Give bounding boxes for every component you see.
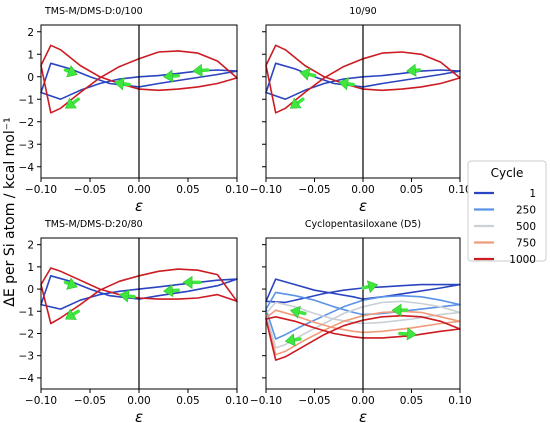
direction-arrow bbox=[113, 77, 131, 91]
y-tick-label: −3 bbox=[19, 351, 34, 363]
legend-entry: 1000 bbox=[474, 254, 536, 266]
legend-label: 500 bbox=[516, 221, 536, 233]
legend-label: 1000 bbox=[509, 254, 536, 266]
panel-title-prefix: TMS-M/DMS-D: bbox=[44, 219, 115, 230]
panel-title-prefix: TMS-M/DMS-D: bbox=[44, 6, 115, 17]
legend-title: Cycle bbox=[491, 166, 524, 180]
direction-arrow bbox=[299, 67, 317, 81]
x-tick-label: 0.00 bbox=[351, 184, 374, 196]
x-tick-label: −0.05 bbox=[298, 395, 330, 407]
y-tick-label: −2 bbox=[19, 328, 34, 340]
chart-panel-4: −0.10 −0.05 0.00 0.05 0.10 ε Cyclopentasiloxan… bbox=[250, 219, 472, 423]
x-tick-label: 0.00 bbox=[351, 395, 374, 407]
direction-arrow bbox=[162, 284, 180, 298]
direction-arrow bbox=[162, 69, 180, 83]
x-axis-label: ε bbox=[359, 408, 367, 423]
y-tick-label: 1 bbox=[27, 49, 34, 61]
x-tick-label: −0.10 bbox=[25, 395, 57, 407]
x-tick-label: 0.10 bbox=[448, 184, 471, 196]
x-tick-label: 0.10 bbox=[225, 184, 248, 196]
x-tick-label: 0.05 bbox=[176, 395, 199, 407]
legend-label: 1 bbox=[529, 188, 536, 200]
panel-title: Cyclopentasiloxane (D5) bbox=[305, 219, 421, 230]
series-750-loop bbox=[265, 309, 461, 356]
direction-arrow bbox=[63, 277, 78, 290]
direction-arrow bbox=[65, 97, 80, 109]
direction-arrow bbox=[65, 308, 80, 320]
y-tick-label: −1 bbox=[19, 94, 34, 106]
direction-arrow bbox=[391, 303, 409, 317]
direction-arrow bbox=[361, 280, 379, 294]
series-1000-loop bbox=[265, 314, 461, 361]
x-tick-label: 0.00 bbox=[127, 184, 150, 196]
x-tick-label: 0.00 bbox=[127, 395, 150, 407]
x-tick-label: 0.05 bbox=[176, 184, 199, 196]
x-axis-label: ε bbox=[135, 197, 143, 215]
direction-arrow bbox=[289, 97, 305, 109]
legend-entry: 1 bbox=[474, 188, 536, 200]
series-250-loop bbox=[265, 291, 461, 340]
y-tick-label: 2 bbox=[27, 240, 34, 252]
y-tick-label: 0 bbox=[27, 284, 34, 296]
legend-box bbox=[467, 160, 547, 262]
direction-arrow bbox=[192, 63, 210, 77]
x-tick-label: −0.10 bbox=[250, 395, 282, 407]
direction-arrow bbox=[398, 327, 417, 341]
x-tick-label: −0.05 bbox=[74, 395, 106, 407]
y-tick-label: −4 bbox=[19, 162, 35, 174]
direction-arrow bbox=[284, 333, 302, 347]
chart-panel-2: −0.10 −0.05 0.00 0.05 0.10 ε 10/90 bbox=[250, 6, 472, 215]
y-tick-label: −4 bbox=[19, 373, 35, 385]
direction-arrow bbox=[406, 63, 422, 77]
x-tick-label: 0.05 bbox=[400, 395, 423, 407]
legend-label: 750 bbox=[516, 238, 536, 250]
direction-arrow bbox=[118, 289, 136, 303]
direction-arrow bbox=[182, 275, 202, 289]
chart-panel-1: 2 1 0 −1 −2 −3 −4 −0.10 −0.05 0.00 0.05 0.10 ε TMS-M/… bbox=[19, 6, 249, 215]
x-tick-label: −0.05 bbox=[298, 184, 330, 196]
y-tick-label: −1 bbox=[19, 306, 34, 318]
x-tick-label: 0.10 bbox=[448, 395, 471, 407]
x-tick-label: 0.10 bbox=[225, 395, 248, 407]
panel-title: 0/100 bbox=[115, 6, 142, 17]
x-tick-label: −0.10 bbox=[25, 184, 57, 196]
y-tick-label: −2 bbox=[19, 117, 34, 129]
direction-arrow bbox=[289, 305, 307, 319]
legend-entry: 750 bbox=[474, 238, 536, 250]
chart-panel-3: 2 1 0 −1 −2 −3 −4 −0.10 −0.05 0.00 0.05 0.10 ε TMS-M/… bbox=[19, 219, 249, 423]
x-tick-label: −0.05 bbox=[74, 184, 106, 196]
x-axis-label: ε bbox=[359, 197, 367, 215]
x-axis-label: ε bbox=[135, 408, 143, 423]
legend-entry: 500 bbox=[474, 221, 536, 233]
y-tick-label: 0 bbox=[27, 72, 34, 84]
direction-arrow bbox=[63, 65, 78, 78]
direction-arrow bbox=[338, 77, 356, 91]
x-tick-label: −0.10 bbox=[250, 184, 282, 196]
y-tick-label: 2 bbox=[27, 27, 34, 39]
y-axis-label: ΔE per Si atom / kcal mol⁻¹ bbox=[2, 117, 18, 307]
x-tick-label: 0.05 bbox=[400, 184, 423, 196]
legend: Cycle 1 250 500 750 1000 bbox=[467, 160, 547, 266]
y-tick-label: 1 bbox=[27, 262, 34, 274]
y-tick-label: −3 bbox=[19, 139, 34, 151]
legend-entry: 250 bbox=[474, 205, 536, 217]
panel-title: 20/80 bbox=[115, 219, 142, 230]
panel-title: 10/90 bbox=[349, 6, 376, 17]
legend-label: 250 bbox=[516, 205, 536, 217]
